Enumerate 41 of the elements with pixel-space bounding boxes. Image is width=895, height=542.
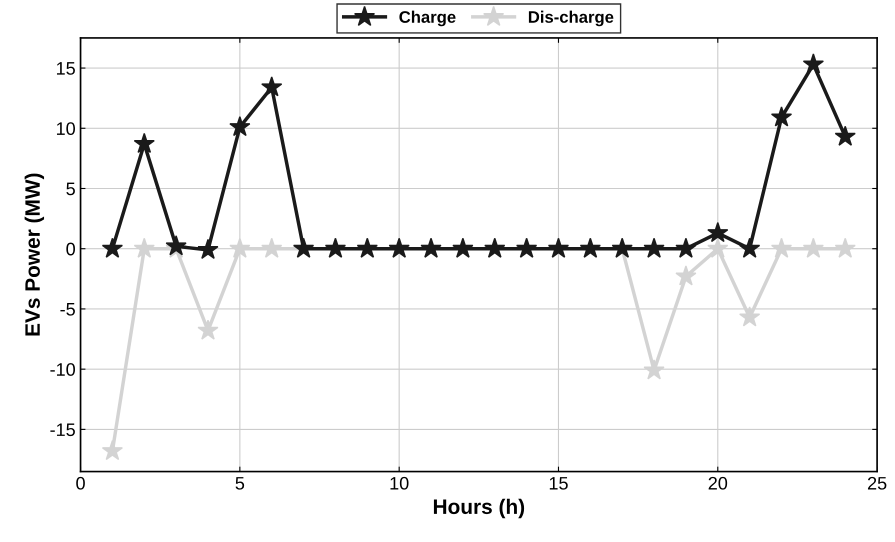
y-tick-label: -15 [50, 424, 75, 436]
point [802, 53, 824, 74]
point [675, 238, 697, 258]
y-tick-label: 15 [56, 62, 75, 75]
point [770, 106, 792, 127]
point [834, 238, 856, 258]
point [643, 238, 665, 258]
point [707, 222, 728, 242]
point [770, 238, 792, 258]
point [229, 238, 250, 258]
x-tick-label: 10 [390, 476, 409, 490]
y-tick-label: 0 [66, 242, 75, 256]
y-tick-label: 10 [56, 122, 75, 135]
y-tick-label: -10 [50, 363, 75, 376]
x-tick-label: 15 [550, 477, 568, 490]
point [229, 116, 250, 136]
point [261, 76, 282, 96]
x-tick-label: 5 [236, 477, 244, 490]
point [102, 238, 124, 258]
point [261, 238, 282, 258]
point [834, 126, 856, 146]
y-tick-label: -5 [60, 303, 75, 316]
point [134, 238, 155, 258]
point [643, 359, 665, 380]
y-axis-title: EVs Power (MW) [24, 174, 44, 336]
point [802, 238, 824, 258]
point [197, 320, 219, 340]
point [707, 238, 728, 258]
point [134, 132, 155, 154]
x-axis-title: Hours (h) [434, 498, 524, 518]
point [102, 440, 124, 460]
x-tick-label: 25 [868, 476, 886, 490]
y-tick-label: 5 [66, 182, 75, 196]
x-tick-label: 20 [708, 476, 728, 490]
x-tick-label: 0 [76, 476, 85, 490]
legend-label: Charge [399, 10, 456, 26]
point [739, 306, 760, 326]
point [739, 238, 760, 258]
point [197, 238, 219, 260]
legend-label: Dis-charge [528, 10, 614, 26]
point [675, 265, 697, 286]
